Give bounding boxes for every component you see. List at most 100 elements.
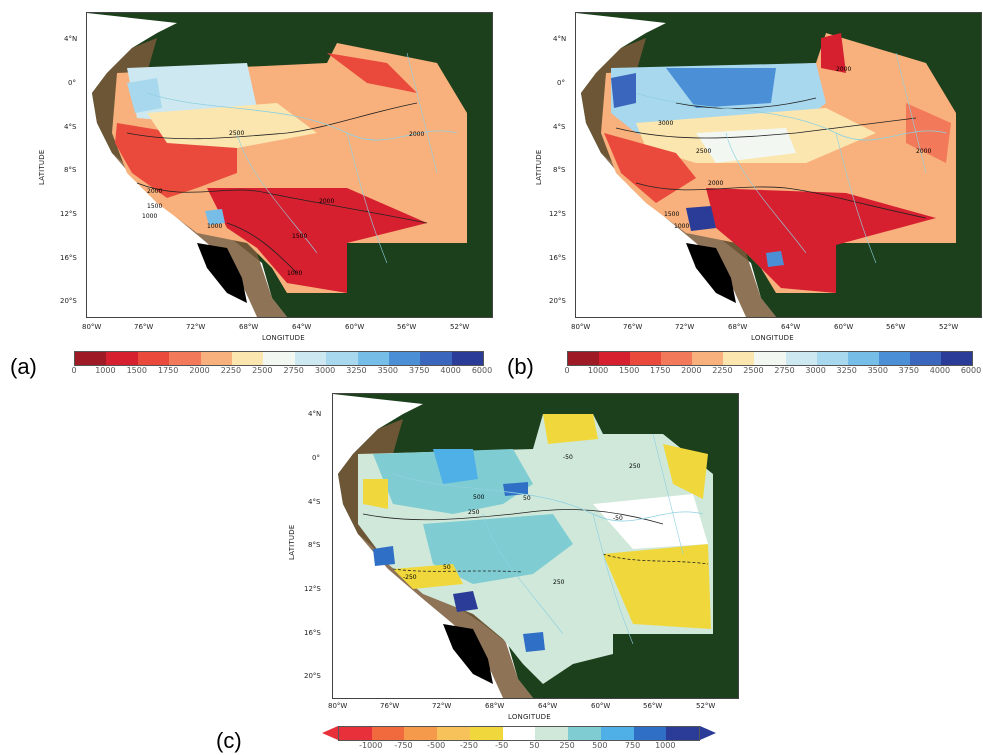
contour-label-c-0: 250 <box>629 463 641 470</box>
colorbar-swatch <box>106 352 138 365</box>
colorbar-label: 1750 <box>650 366 671 375</box>
field-a-cool2 <box>127 78 162 113</box>
map-b: 2000 3000 2500 2000 2000 1500 1000 <box>575 12 982 318</box>
colorbar-label: 1750 <box>157 366 179 375</box>
field-b-warm <box>604 133 696 203</box>
colorbar-label: 1500 <box>126 366 147 375</box>
contour-label-a-0: 2500 <box>229 130 244 137</box>
colorbar-label: -50 <box>495 741 509 750</box>
field-c-yellow5 <box>363 479 388 509</box>
lon-tick: 68°W <box>728 323 748 331</box>
lon-tick: 60°W <box>345 323 365 331</box>
contour-label-a-5: 1500 <box>147 203 162 210</box>
colorbar-label: 50 <box>529 741 540 750</box>
colorbar-c-high-arrow <box>700 726 716 740</box>
contour-label-c-1: -50 <box>563 454 573 461</box>
colorbar-label: 3250 <box>346 366 367 375</box>
lat-tick: 20°S <box>549 297 566 305</box>
contour-label-a-1: 2000 <box>409 131 424 138</box>
colorbar-label: 2750 <box>283 366 304 375</box>
map-a: 2500 2000 2000 2000 1500 1500 1000 1000 … <box>86 12 493 318</box>
colorbar-swatch <box>568 352 600 365</box>
lon-tick: 72°W <box>675 323 695 331</box>
lat-tick: 20°S <box>60 297 77 305</box>
field-b-spot <box>686 206 716 231</box>
field-a-hot <box>207 188 427 293</box>
colorbar-label: 250 <box>559 741 575 750</box>
lat-tick: 20°S <box>304 672 321 680</box>
lon-tick: 68°W <box>239 323 259 331</box>
colorbar-label: 2750 <box>774 366 795 375</box>
colorbar-swatch <box>630 352 662 365</box>
contour-label-a-8: 1000 <box>207 223 222 230</box>
contour-label-c-4: 250 <box>468 509 480 516</box>
contour-label-a-2: 2000 <box>319 198 334 205</box>
contour-label-a-7: 1000 <box>142 213 157 220</box>
map-a-svg: 2500 2000 2000 2000 1500 1500 1000 1000 … <box>87 13 492 317</box>
colorbar-label: 3000 <box>805 366 826 375</box>
x-axis-title: LONGITUDE <box>508 713 551 721</box>
lon-tick: 64°W <box>538 702 558 710</box>
colorbar-swatch <box>661 352 693 365</box>
colorbar-label: 6000 <box>960 366 982 375</box>
colorbar-b <box>567 351 973 366</box>
colorbar-label: 750 <box>624 741 641 750</box>
colorbar-label: 1000 <box>655 741 676 750</box>
colorbar-swatch <box>437 727 470 740</box>
colorbar-label: 3500 <box>867 366 888 375</box>
contour-label-c-5: -250 <box>403 574 417 581</box>
lon-tick: 52°W <box>939 323 959 331</box>
lat-tick: 4°N <box>308 410 322 418</box>
panel-a: 2500 2000 2000 2000 1500 1500 1000 1000 … <box>0 0 495 385</box>
panel-letter: (c) <box>216 728 242 753</box>
colorbar-label: -250 <box>459 741 478 750</box>
lat-tick: 12°S <box>304 585 321 593</box>
colorbar-label: 3500 <box>377 366 399 375</box>
colorbar-swatch <box>692 352 724 365</box>
colorbar-c-low-arrow <box>322 726 338 740</box>
colorbar-swatch <box>568 727 601 740</box>
colorbar-label: 3750 <box>898 366 920 375</box>
colorbar-label: 1000 <box>95 366 116 375</box>
panel-letter: (a) <box>10 354 37 379</box>
colorbar-label: 4000 <box>440 366 461 375</box>
map-c: 250 -50 50 500 250 -250 50 250 -50 <box>332 393 739 699</box>
contour-label-c-2: 50 <box>523 495 531 502</box>
lat-tick: 8°S <box>64 166 77 174</box>
colorbar-label: 500 <box>592 741 608 750</box>
colorbar-label: 2000 <box>189 366 210 375</box>
colorbar-swatch <box>909 352 941 365</box>
field-b-cool3 <box>611 73 636 108</box>
colorbar-label: -1000 <box>359 741 383 750</box>
contour-label-c-8: -50 <box>613 515 623 522</box>
contour-label-c-7: 250 <box>553 579 565 586</box>
lat-tick: 4°N <box>553 35 567 43</box>
lon-tick: 52°W <box>696 702 716 710</box>
colorbar-swatch <box>339 727 372 740</box>
colorbar-swatch <box>785 352 817 365</box>
panel-letter: (b) <box>507 354 534 379</box>
lon-tick: 76°W <box>623 323 643 331</box>
field-b-white <box>696 128 796 163</box>
colorbar-label: 4000 <box>929 366 951 375</box>
contour-label-a-4: 1500 <box>292 233 307 240</box>
lat-tick: 4°S <box>64 123 77 131</box>
lon-tick: 64°W <box>292 323 312 331</box>
lat-tick: 8°S <box>308 541 321 549</box>
lat-tick: 12°S <box>60 210 77 218</box>
colorbar-b-labels: 0 1000 1500 1750 2000 2250 2500 2750 3000 3250 350… <box>564 366 981 378</box>
colorbar-swatch <box>940 352 973 365</box>
contour-label-b-6: 1000 <box>674 223 689 230</box>
field-c-yellow4 <box>663 444 708 499</box>
colorbar-label: 2500 <box>252 366 273 375</box>
field-b-cool2 <box>666 68 776 108</box>
colorbar-label: 2500 <box>743 366 764 375</box>
andes-dark-a <box>197 243 247 303</box>
andes-a <box>92 38 287 317</box>
lon-tick: 60°W <box>834 323 854 331</box>
lon-tick: 60°W <box>591 702 611 710</box>
colorbar-swatch <box>847 352 879 365</box>
colorbar-swatch <box>666 727 700 740</box>
lat-tick: 4°N <box>64 35 78 43</box>
colorbar-swatch <box>754 352 786 365</box>
